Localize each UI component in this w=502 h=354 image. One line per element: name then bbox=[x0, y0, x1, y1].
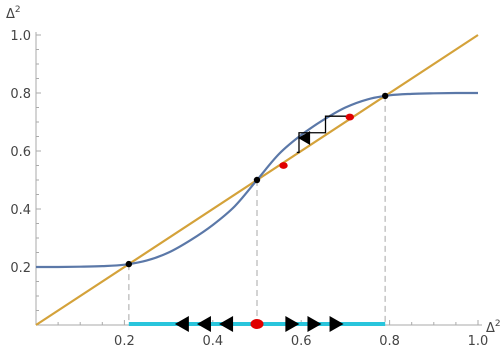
x-tick-label: 0.8 bbox=[379, 334, 400, 349]
x-tick-label: 0.2 bbox=[114, 334, 135, 349]
flow-arrow-right bbox=[285, 316, 299, 332]
x-tick-label: 0.4 bbox=[202, 334, 223, 349]
flow-arrow-left bbox=[197, 316, 211, 332]
red-point bbox=[346, 114, 354, 121]
fixed-point bbox=[126, 261, 132, 267]
flow-arrow-left bbox=[219, 316, 233, 332]
x-tick-label: 0.6 bbox=[291, 334, 312, 349]
y-axis-label: Δ2 bbox=[6, 5, 21, 22]
flow-center-dot bbox=[251, 319, 264, 329]
fixed-point bbox=[382, 93, 388, 99]
fixed-point bbox=[254, 177, 260, 183]
flow-arrow-right bbox=[307, 316, 321, 332]
x-axis-label: Δ2 bbox=[486, 319, 501, 336]
y-tick-label: 1.0 bbox=[10, 29, 31, 44]
cobweb-path bbox=[297, 116, 350, 152]
y-tick-label: 0.2 bbox=[10, 261, 31, 276]
x-tick-label: 1.0 bbox=[468, 334, 489, 349]
dashed-guides bbox=[129, 96, 385, 325]
flow-bar bbox=[129, 316, 385, 332]
y-tick-label: 0.8 bbox=[10, 87, 31, 102]
y-tick-label: 0.4 bbox=[10, 203, 31, 218]
y-tick-label: 0.6 bbox=[10, 145, 31, 160]
red-point bbox=[279, 162, 287, 169]
flow-arrow-right bbox=[330, 316, 344, 332]
flow-arrow-left bbox=[175, 316, 189, 332]
